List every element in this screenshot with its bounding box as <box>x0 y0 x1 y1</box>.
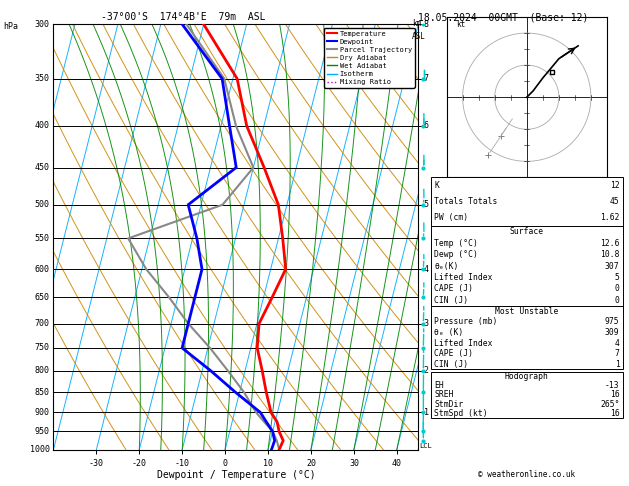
Text: PW (cm): PW (cm) <box>434 213 468 223</box>
Text: 45: 45 <box>610 197 620 206</box>
Text: 1: 1 <box>615 360 620 368</box>
Text: Mixing Ratio (g/kg): Mixing Ratio (g/kg) <box>451 193 460 281</box>
Text: 2: 2 <box>424 366 429 375</box>
Text: hPa: hPa <box>3 22 18 31</box>
Text: LCL: LCL <box>419 443 431 449</box>
Text: Lifted Index: Lifted Index <box>434 273 493 282</box>
Text: -37°00'S  174°4B'E  79m  ASL: -37°00'S 174°4B'E 79m ASL <box>101 12 265 22</box>
Text: 3: 3 <box>424 319 429 328</box>
Text: 5: 5 <box>424 200 429 209</box>
Text: Dewp (°C): Dewp (°C) <box>434 250 478 259</box>
Text: 12.6: 12.6 <box>600 239 620 248</box>
Text: 8: 8 <box>424 20 429 29</box>
Text: 350: 350 <box>35 74 50 83</box>
Text: StmDir: StmDir <box>434 399 464 409</box>
Text: kt: kt <box>456 19 465 29</box>
Text: 650: 650 <box>35 293 50 302</box>
Text: K: K <box>434 181 439 190</box>
Text: CAPE (J): CAPE (J) <box>434 284 473 294</box>
Text: 1: 1 <box>424 408 429 417</box>
Text: 10.8: 10.8 <box>600 250 620 259</box>
Text: 450: 450 <box>35 163 50 172</box>
Legend: Temperature, Dewpoint, Parcel Trajectory, Dry Adiabat, Wet Adiabat, Isotherm, Mi: Temperature, Dewpoint, Parcel Trajectory… <box>324 28 415 88</box>
Text: CAPE (J): CAPE (J) <box>434 349 473 358</box>
Text: θₑ(K): θₑ(K) <box>434 261 459 271</box>
Text: θₑ (K): θₑ (K) <box>434 328 464 337</box>
Text: Temp (°C): Temp (°C) <box>434 239 478 248</box>
Text: CIN (J): CIN (J) <box>434 360 468 368</box>
Text: 700: 700 <box>35 319 50 328</box>
Text: Surface: Surface <box>509 227 544 236</box>
Text: 800: 800 <box>35 366 50 375</box>
Text: 0: 0 <box>615 284 620 294</box>
Text: -13: -13 <box>605 381 620 390</box>
Text: 1000: 1000 <box>30 445 50 454</box>
Text: 550: 550 <box>35 234 50 243</box>
Text: 4: 4 <box>424 264 429 274</box>
Text: 18.05.2024  00GMT  (Base: 12): 18.05.2024 00GMT (Base: 12) <box>418 12 589 22</box>
Text: 309: 309 <box>605 328 620 337</box>
Text: Hodograph: Hodograph <box>505 372 548 381</box>
Text: Totals Totals: Totals Totals <box>434 197 498 206</box>
Text: 16: 16 <box>610 390 620 399</box>
Text: 750: 750 <box>35 344 50 352</box>
Text: 0: 0 <box>615 296 620 305</box>
Text: © weatheronline.co.uk: © weatheronline.co.uk <box>478 469 576 479</box>
Text: 307: 307 <box>605 261 620 271</box>
Text: 12: 12 <box>610 181 620 190</box>
Text: 7: 7 <box>615 349 620 358</box>
Text: 6: 6 <box>424 122 429 130</box>
Text: CIN (J): CIN (J) <box>434 296 468 305</box>
Text: 5: 5 <box>615 273 620 282</box>
Text: Most Unstable: Most Unstable <box>495 307 559 316</box>
Text: ASL: ASL <box>412 32 426 41</box>
Text: 850: 850 <box>35 388 50 397</box>
Text: Pressure (mb): Pressure (mb) <box>434 317 498 327</box>
Text: 1.62: 1.62 <box>600 213 620 223</box>
Text: 400: 400 <box>35 122 50 130</box>
Text: km: km <box>412 19 421 29</box>
Text: 16: 16 <box>610 409 620 418</box>
Text: StmSpd (kt): StmSpd (kt) <box>434 409 487 418</box>
Text: 950: 950 <box>35 427 50 436</box>
Text: 300: 300 <box>35 20 50 29</box>
Text: 265°: 265° <box>600 399 620 409</box>
Text: 4: 4 <box>615 339 620 347</box>
Text: Lifted Index: Lifted Index <box>434 339 493 347</box>
Text: 975: 975 <box>605 317 620 327</box>
Text: 500: 500 <box>35 200 50 209</box>
Text: EH: EH <box>434 381 444 390</box>
Text: SREH: SREH <box>434 390 454 399</box>
Text: 900: 900 <box>35 408 50 417</box>
X-axis label: Dewpoint / Temperature (°C): Dewpoint / Temperature (°C) <box>157 470 315 480</box>
Text: 600: 600 <box>35 264 50 274</box>
Text: 7: 7 <box>424 74 429 83</box>
